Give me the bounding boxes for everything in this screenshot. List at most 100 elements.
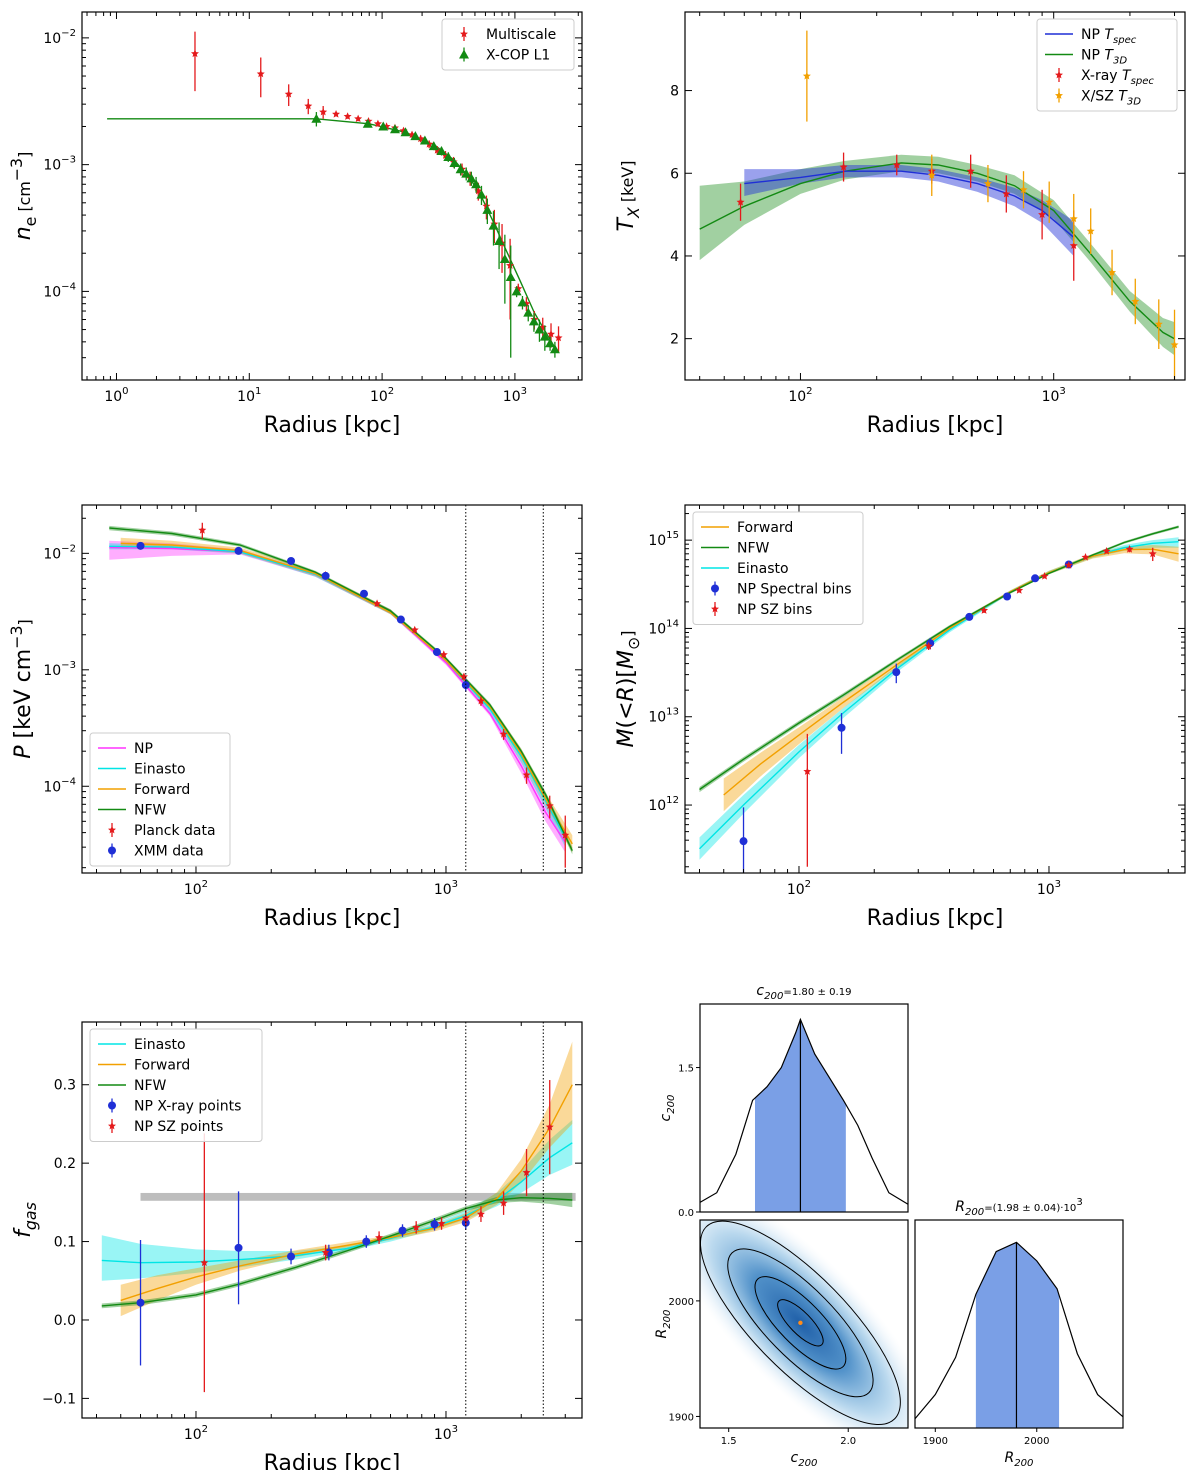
data-point (924, 641, 933, 650)
legend-box (692, 511, 864, 625)
legend-label: NFW (737, 541, 770, 557)
legend-swatch (1055, 70, 1063, 79)
y-axis: 2 4 6 8 (670, 84, 1185, 348)
x-axis: 102 103 (699, 12, 1176, 405)
data-point (892, 160, 901, 169)
data-point (1038, 210, 1047, 218)
legend-label: NP (134, 741, 153, 757)
data-point (321, 1248, 330, 1256)
plot-area (699, 525, 1179, 873)
data-point (419, 135, 430, 145)
data-point (965, 612, 974, 621)
data-point (400, 127, 411, 137)
y-axis-label: ne [cm−3] (7, 152, 40, 241)
joint-contour (700, 1220, 901, 1426)
data-point (1131, 297, 1140, 305)
axes-frame (81, 11, 583, 381)
legend-label: Forward (134, 1058, 190, 1074)
points-xmm-data (136, 541, 470, 692)
legend-swatch (1055, 91, 1063, 99)
x-tick-label: 103 (434, 879, 458, 898)
legend-label: Einasto (134, 1037, 186, 1053)
legend-label: NP SZ points (134, 1119, 223, 1135)
y-tick-label: 10−2 (43, 28, 76, 47)
legend-label: Einasto (134, 762, 186, 778)
legend-label: NFW (134, 1078, 167, 1094)
data-point (396, 615, 405, 624)
legend-item: Multiscale (460, 27, 556, 43)
data-point (461, 168, 472, 178)
data-point (136, 1298, 145, 1307)
data-point (412, 1223, 421, 1231)
cosmic-baryon-band (140, 1192, 576, 1201)
data-point (1064, 561, 1073, 569)
data-point (378, 121, 389, 131)
legend-label: X-COP L1 (486, 48, 550, 64)
data-point (311, 113, 322, 123)
data-point (200, 1258, 209, 1267)
y-tick-label: 10−3 (43, 155, 76, 174)
legend-swatch (108, 846, 116, 855)
plot-area (107, 31, 563, 358)
points-planck-data (198, 522, 570, 868)
legend-item: Planck data (108, 823, 216, 839)
x-tick-label: 101 (237, 386, 261, 405)
data-point (802, 71, 811, 80)
joint-best-fit-point (798, 1320, 803, 1326)
data-point (545, 1122, 554, 1131)
data-point (198, 525, 207, 534)
data-point (505, 271, 516, 281)
legend-box (441, 18, 575, 71)
points-np-sz-points (200, 1080, 554, 1393)
band-forward (120, 1041, 573, 1317)
data-point (539, 331, 550, 341)
y-tick-label: 10−4 (43, 281, 76, 300)
panel-ne: 100 101 102 103 10−4 10−3 10−2 Radius [kpc] ne [… (7, 11, 583, 438)
legend-item: XMM data (108, 843, 204, 860)
plot-area (101, 1041, 576, 1393)
points-x-sz-t-3d (802, 30, 1179, 380)
legend-item: Einasto (701, 561, 789, 577)
x-tick-label: 1900 (923, 1436, 948, 1447)
y-tick-label: 0.1 (54, 1235, 76, 1251)
legend: Multiscale X-COP L1 (441, 18, 575, 71)
data-point (739, 837, 748, 846)
x-axis-label: Radius [kpc] (264, 413, 401, 438)
data-point (319, 107, 328, 116)
data-point (545, 338, 556, 348)
data-point (1045, 198, 1054, 206)
data-point (499, 729, 508, 738)
data-point (389, 124, 400, 134)
data-point (1031, 574, 1040, 583)
y-axis-label: TX [keV] (614, 161, 643, 232)
legend-label: NFW (134, 803, 167, 819)
data-point (410, 131, 421, 141)
data-point (321, 571, 330, 580)
y-tick-label: 0.0 (678, 1208, 694, 1219)
legend-swatch (108, 825, 116, 834)
x-axis-label: Radius [kpc] (264, 906, 401, 931)
y-axis-label: P [keV cm−3] (7, 619, 36, 758)
data-point (494, 235, 505, 245)
data-point (1002, 189, 1011, 198)
legend-label: XMM data (134, 844, 204, 860)
data-point (1015, 586, 1024, 594)
data-point (362, 1237, 371, 1246)
x-tick-label: 100 (104, 386, 128, 405)
data-point (234, 546, 243, 555)
data-point (332, 109, 341, 118)
data-point (362, 118, 373, 128)
y-tick-label: 0.2 (54, 1156, 76, 1172)
line-x-cop-model (107, 118, 556, 348)
x-tick-label: 102 (184, 1424, 208, 1443)
data-point (522, 1168, 531, 1176)
panel-m: 102 103 1012 1013 1014 1015 Radius [kpc] M(<R)[… (614, 504, 1186, 931)
data-point (190, 49, 199, 58)
legend-swatch (711, 584, 719, 593)
line-np-t-3d (699, 162, 1175, 340)
y-tick-label: 1012 (648, 795, 679, 814)
plot-area (699, 30, 1179, 380)
legend-item: X-COP L1 (459, 47, 550, 64)
y-axis-label: fgas (11, 1202, 40, 1238)
